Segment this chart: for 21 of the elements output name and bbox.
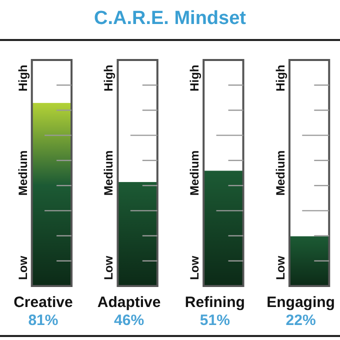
text: Medium [102,150,116,196]
x-tick-label: Creative [14,294,73,311]
text: Low [102,256,116,280]
annotation: High [16,64,30,92]
x-tick-label: Engaging [266,294,335,311]
text: Low [188,256,202,280]
data-label: 22% [286,312,316,329]
annotation: Medium [16,150,30,196]
text: Low [273,256,288,280]
text: Medium [188,150,202,196]
x-tick-label: Refining [184,294,245,311]
annotation: Low [16,255,30,280]
data-label: 51% [200,312,230,329]
text: Medium [273,150,288,196]
text: High [273,64,288,92]
data-label: 81% [28,312,58,329]
chart-title: C.A.R.E. Mindset [94,8,247,29]
text: High [188,64,202,92]
x-tick-label: Adaptive [97,294,161,311]
data-label: 46% [114,312,144,329]
text: High [102,64,116,92]
